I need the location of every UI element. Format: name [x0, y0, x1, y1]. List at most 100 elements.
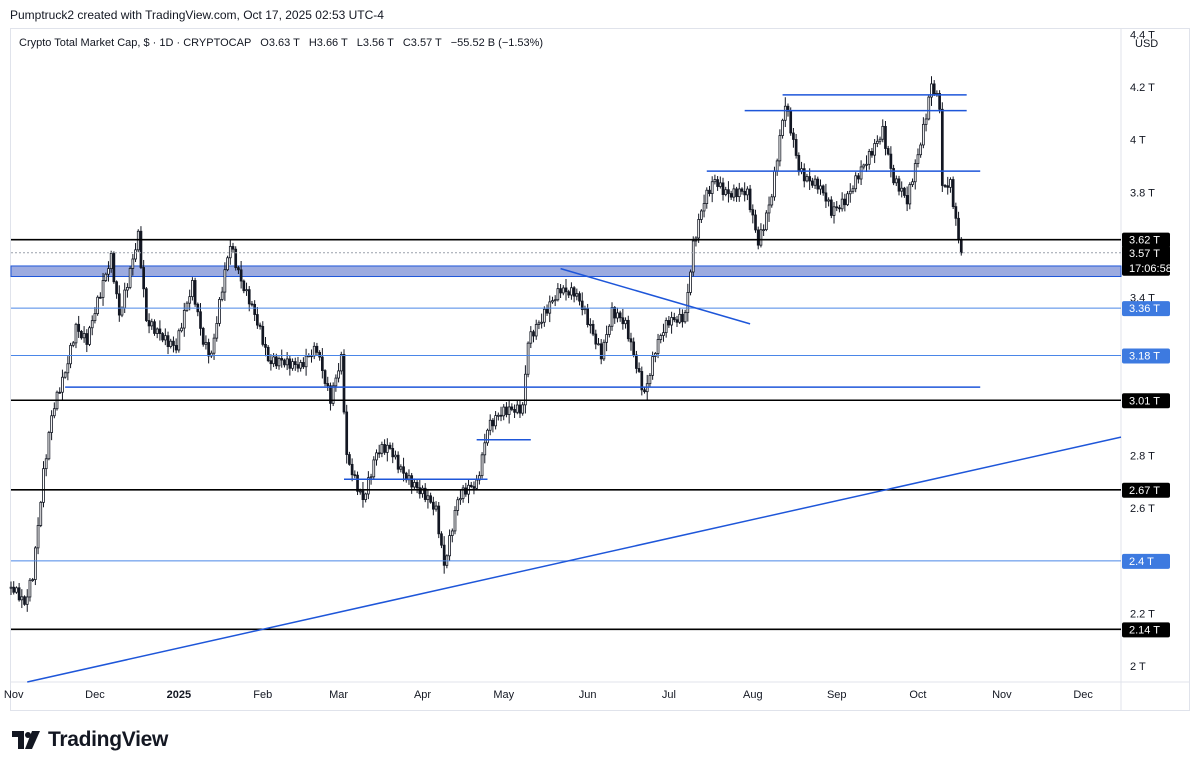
candle[interactable]: [510, 403, 514, 412]
price-level-tag[interactable]: 3.01 T: [1122, 393, 1170, 409]
candle[interactable]: [746, 186, 749, 201]
candle[interactable]: [605, 325, 608, 352]
candle[interactable]: [380, 441, 384, 458]
candle[interactable]: [107, 261, 110, 282]
candle[interactable]: [819, 179, 822, 195]
candle[interactable]: [610, 302, 614, 331]
candle[interactable]: [892, 164, 895, 186]
candle[interactable]: [943, 184, 947, 188]
candle[interactable]: [835, 201, 839, 212]
candle[interactable]: [659, 333, 663, 344]
candle[interactable]: [889, 146, 893, 178]
candle[interactable]: [58, 387, 62, 394]
candle[interactable]: [31, 577, 35, 582]
candle[interactable]: [245, 282, 248, 296]
candle[interactable]: [250, 300, 254, 307]
candle[interactable]: [145, 287, 148, 323]
candle[interactable]: [61, 369, 64, 401]
candle[interactable]: [488, 414, 492, 436]
candle[interactable]: [415, 479, 419, 494]
candle[interactable]: [421, 485, 424, 498]
candle[interactable]: [672, 312, 676, 323]
candle[interactable]: [453, 506, 457, 535]
candle[interactable]: [529, 326, 533, 349]
candle[interactable]: [364, 492, 368, 503]
candle[interactable]: [626, 315, 630, 342]
candle[interactable]: [502, 404, 506, 421]
candle[interactable]: [651, 351, 654, 380]
candle[interactable]: [710, 176, 714, 203]
candle[interactable]: [575, 288, 579, 301]
candle[interactable]: [131, 254, 135, 276]
candle[interactable]: [618, 310, 622, 322]
candle[interactable]: [228, 239, 232, 265]
candle[interactable]: [142, 259, 146, 298]
candle[interactable]: [71, 341, 75, 348]
candle[interactable]: [865, 155, 868, 173]
candle[interactable]: [304, 348, 308, 376]
candle[interactable]: [223, 262, 227, 301]
candle[interactable]: [47, 430, 51, 461]
price-level-tag[interactable]: 3.18 T: [1122, 348, 1170, 364]
candle[interactable]: [599, 339, 603, 365]
candle[interactable]: [764, 210, 768, 232]
candle[interactable]: [951, 176, 955, 210]
candle[interactable]: [656, 333, 660, 359]
candle[interactable]: [607, 324, 611, 338]
candle[interactable]: [851, 185, 855, 194]
candle[interactable]: [172, 336, 175, 353]
candle[interactable]: [946, 176, 950, 195]
candle[interactable]: [564, 279, 568, 301]
candle[interactable]: [783, 97, 787, 128]
candle[interactable]: [256, 307, 259, 329]
candle[interactable]: [513, 404, 516, 418]
candle[interactable]: [456, 496, 460, 516]
candle[interactable]: [277, 356, 281, 370]
candle[interactable]: [724, 186, 728, 197]
symbol-legend[interactable]: Crypto Total Market Cap, $ · 1D · CRYPTO…: [19, 37, 543, 49]
candle[interactable]: [591, 320, 595, 337]
candle[interactable]: [494, 411, 497, 430]
candle[interactable]: [700, 209, 703, 224]
candle[interactable]: [683, 309, 687, 324]
candle[interactable]: [383, 439, 386, 455]
candle[interactable]: [862, 163, 866, 170]
candle[interactable]: [44, 454, 48, 477]
candle[interactable]: [201, 326, 205, 347]
candle[interactable]: [949, 177, 952, 193]
candle[interactable]: [274, 353, 278, 370]
candle[interactable]: [350, 458, 354, 482]
candle[interactable]: [90, 315, 94, 336]
candle[interactable]: [859, 160, 863, 186]
price-level-tag[interactable]: 2.67 T: [1122, 482, 1170, 498]
candle[interactable]: [193, 277, 197, 307]
drawn-trend-line[interactable]: [27, 436, 1122, 683]
candle[interactable]: [922, 117, 925, 149]
candle[interactable]: [431, 496, 435, 516]
candle[interactable]: [854, 172, 858, 193]
candle[interactable]: [139, 226, 143, 270]
candle[interactable]: [326, 376, 330, 391]
candle[interactable]: [708, 185, 711, 197]
candle[interactable]: [483, 433, 487, 464]
candle[interactable]: [930, 76, 933, 106]
candle[interactable]: [161, 332, 164, 343]
candle[interactable]: [42, 461, 45, 508]
candle[interactable]: [101, 272, 105, 306]
candle[interactable]: [594, 329, 598, 350]
candle[interactable]: [180, 322, 183, 333]
candle[interactable]: [846, 191, 849, 207]
price-level-tag[interactable]: 3.62 T: [1122, 232, 1170, 248]
candle[interactable]: [526, 341, 530, 378]
candle[interactable]: [169, 338, 173, 349]
candle[interactable]: [331, 382, 335, 407]
candle[interactable]: [36, 517, 40, 555]
candle[interactable]: [166, 331, 170, 355]
candle[interactable]: [924, 113, 928, 132]
candle[interactable]: [903, 186, 906, 198]
candle[interactable]: [908, 182, 912, 210]
candle[interactable]: [580, 292, 584, 316]
candle[interactable]: [678, 308, 682, 325]
candle[interactable]: [337, 363, 340, 383]
candle[interactable]: [737, 182, 741, 202]
